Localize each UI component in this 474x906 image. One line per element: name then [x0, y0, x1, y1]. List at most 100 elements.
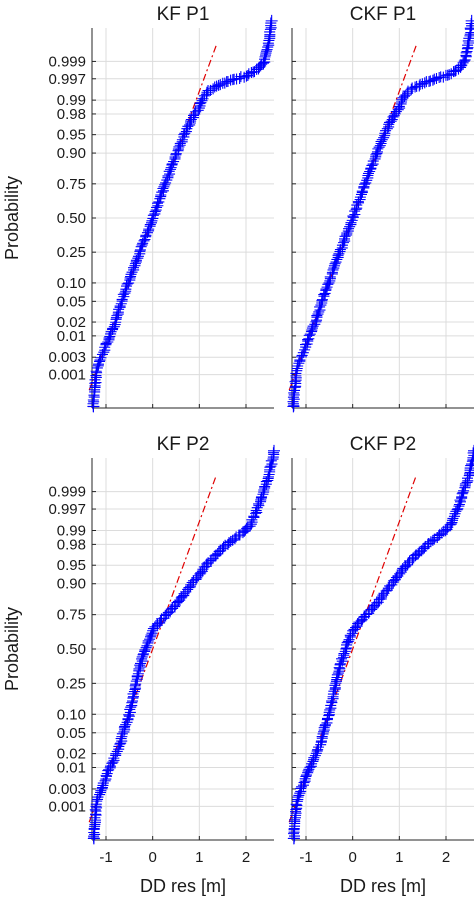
data-point — [102, 765, 114, 777]
data-point — [324, 704, 336, 716]
data-point — [458, 55, 470, 67]
data-point — [326, 695, 338, 707]
y-tick-label: 0.90 — [57, 576, 86, 593]
data-point — [256, 58, 268, 70]
y-axis-label: Probability — [2, 607, 22, 691]
data-point — [287, 400, 300, 413]
data-point — [334, 244, 346, 256]
data-point — [457, 57, 469, 69]
data-point — [462, 472, 474, 484]
data-point — [468, 444, 474, 457]
data-point — [120, 719, 132, 731]
data-point — [330, 256, 342, 268]
data-point — [334, 658, 346, 670]
x-tick-label: 1 — [195, 849, 203, 866]
data-point — [222, 538, 234, 550]
y-tick-label: 0.003 — [48, 349, 86, 366]
data-point — [168, 156, 180, 168]
data-point — [104, 331, 116, 343]
data-point — [115, 733, 127, 745]
y-tick-label: 0.50 — [57, 641, 86, 658]
data-point — [179, 127, 191, 139]
data-point — [250, 507, 262, 519]
chart-title: CKF P2 — [350, 434, 417, 455]
y-tick-label: 0.99 — [57, 92, 86, 109]
data-point — [289, 814, 301, 826]
data-point — [115, 298, 127, 310]
data-point — [309, 750, 321, 762]
data-point — [196, 95, 208, 107]
y-tick-label: 0.02 — [57, 314, 86, 331]
data-point — [329, 258, 341, 270]
data-point — [338, 647, 350, 659]
data-point — [328, 262, 340, 274]
data-point — [125, 701, 137, 713]
data-point — [345, 217, 357, 229]
data-point — [320, 283, 332, 295]
y-tick-label: 0.10 — [57, 706, 86, 723]
chart-title: KF P1 — [157, 4, 210, 25]
y-tick-label: 0.10 — [57, 275, 86, 292]
data-point — [140, 229, 152, 241]
data-point — [290, 367, 302, 379]
data-point — [176, 134, 188, 146]
data-point — [288, 387, 300, 399]
data-point — [110, 748, 122, 760]
data-point — [444, 519, 456, 531]
data-point — [315, 299, 327, 311]
data-point — [393, 100, 405, 112]
data-point — [89, 374, 101, 386]
data-point — [170, 148, 182, 160]
data-point — [450, 505, 462, 517]
data-point — [202, 557, 214, 569]
data-point — [342, 635, 354, 647]
data-point — [123, 709, 135, 721]
data-point — [303, 763, 315, 775]
data-point — [259, 480, 271, 492]
data-point — [319, 719, 331, 731]
data-point — [326, 266, 338, 278]
y-tick-label: 0.01 — [57, 759, 86, 776]
y-tick-label: 0.001 — [48, 798, 86, 815]
data-point — [308, 752, 320, 764]
y-axis-label: Probability — [2, 176, 22, 260]
data-point — [437, 71, 449, 83]
y-tick-label: 0.25 — [57, 244, 86, 261]
x-tick-label: 1 — [395, 849, 403, 866]
data-point — [106, 757, 118, 769]
y-tick-label: 0.75 — [57, 176, 86, 193]
data-point — [452, 503, 464, 515]
x-axis-label: DD res [m] — [340, 876, 426, 896]
data-point — [146, 627, 158, 639]
data-point — [165, 163, 177, 175]
data-point — [370, 149, 382, 161]
data-point — [428, 73, 440, 85]
data-point — [141, 640, 153, 652]
data-point — [287, 832, 300, 845]
y-tick-label: 0.999 — [48, 53, 86, 70]
data-point — [462, 39, 474, 51]
data-point — [361, 174, 373, 186]
data-point — [268, 444, 280, 457]
y-tick-label: 0.75 — [57, 607, 86, 624]
data-point — [130, 675, 142, 687]
data-point — [256, 491, 268, 503]
data-point — [260, 476, 272, 488]
chart-title: CKF P1 — [350, 4, 417, 25]
data-point — [194, 568, 206, 580]
data-point — [136, 651, 148, 663]
data-point — [194, 98, 206, 110]
y-tick-label: 0.001 — [48, 367, 86, 384]
data-point — [192, 104, 204, 116]
plot-panel-2: CKF P1 — [287, 4, 474, 413]
data-point — [297, 347, 309, 359]
data-point — [132, 252, 144, 264]
data-point — [313, 306, 325, 318]
data-point — [94, 354, 106, 366]
data-point — [146, 215, 158, 227]
data-point — [214, 79, 226, 91]
data-point — [126, 266, 138, 278]
data-point — [378, 132, 390, 144]
